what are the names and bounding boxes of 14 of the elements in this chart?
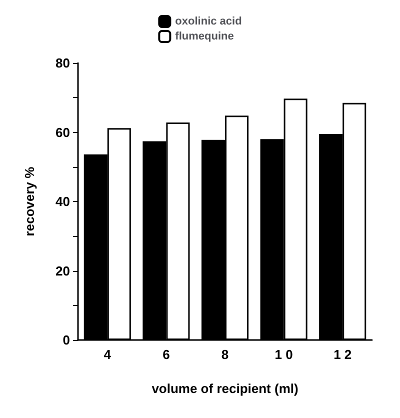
legend-label: flumequine [175, 30, 234, 42]
y-tick-label: 80 [56, 56, 70, 70]
y-tick-label: 40 [56, 194, 70, 209]
y-tick-label: 20 [56, 263, 70, 278]
x-tick-label: 8 [221, 347, 229, 362]
y-tick-label: 0 [62, 332, 70, 348]
x-tick-label: 6 [162, 347, 170, 362]
x-tick-label: 1 0 [274, 347, 293, 362]
y-axis-title: recovery % [22, 166, 37, 236]
x-axis-title: volume of recipient (ml) [152, 381, 298, 396]
x-tick-label: 1 2 [334, 347, 352, 362]
y-tick-label: 60 [56, 124, 70, 140]
legend-label: oxolinic acid [175, 16, 242, 28]
x-tick-label: 4 [104, 347, 112, 362]
